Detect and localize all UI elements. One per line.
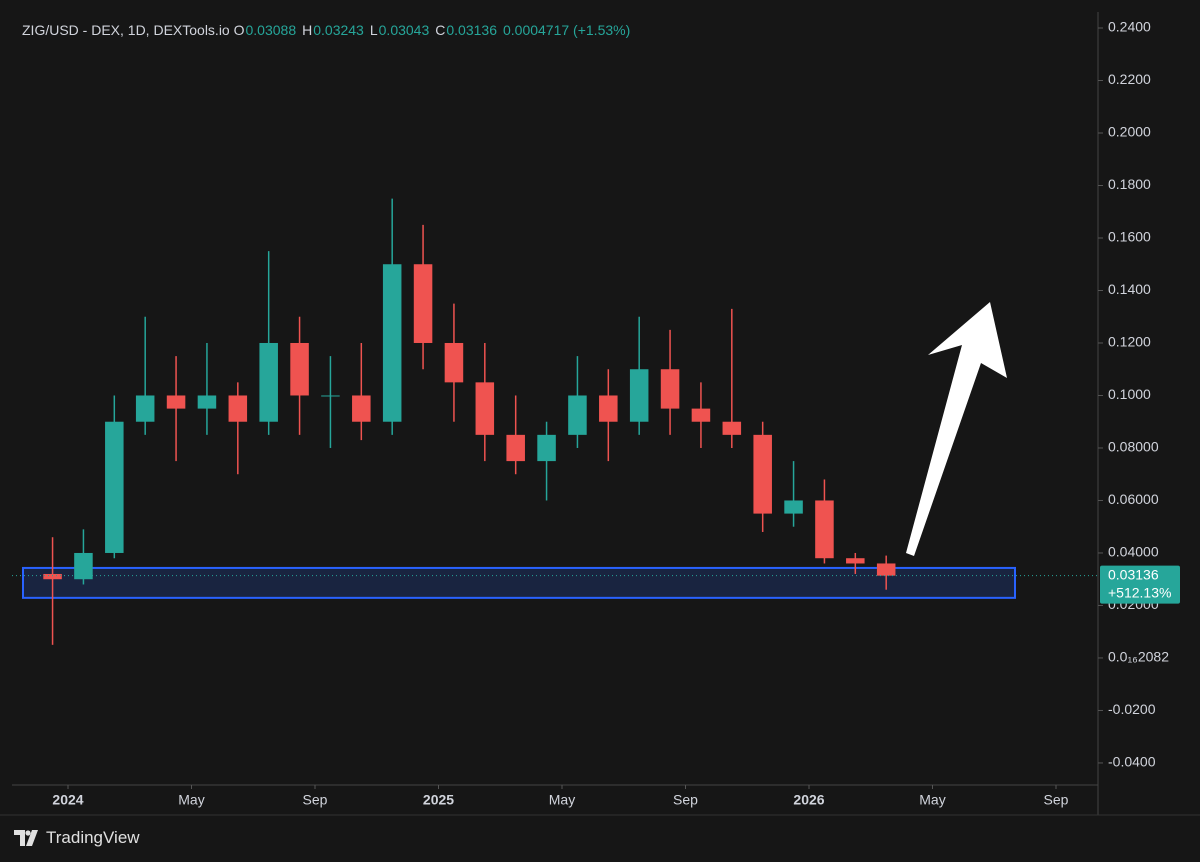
ohlc-value: 0.03043: [378, 22, 430, 38]
x-tick-label: May: [919, 792, 945, 808]
price-tag-change: +512.13%: [1108, 584, 1171, 600]
x-tick-label: May: [178, 792, 204, 808]
y-tick-label: 0.1600: [1108, 229, 1151, 245]
candle-body: [475, 382, 495, 435]
ohlc-key: H: [302, 22, 313, 38]
candle-body: [135, 395, 155, 422]
support-zone: [22, 566, 1016, 599]
ohlc-key: O: [233, 22, 245, 38]
y-tick-label: 0.2200: [1108, 71, 1151, 87]
ohlc-key: C: [435, 22, 446, 38]
candle-body: [629, 369, 649, 422]
candle-body: [321, 395, 340, 397]
ohlc-value: 0.03243: [313, 22, 364, 38]
x-tick-label: Sep: [1044, 792, 1069, 808]
y-tick-label: 0.2000: [1108, 124, 1151, 140]
arrow: [906, 302, 1007, 556]
candle-body: [74, 552, 93, 580]
candle-body: [568, 395, 587, 435]
candle-body: [722, 421, 742, 435]
y-tick-label: 0.0₁₆2082: [1108, 649, 1169, 665]
candle-body: [352, 395, 371, 422]
candle-body: [290, 342, 309, 396]
candle-body: [815, 500, 834, 559]
y-tick-label: 0.1400: [1108, 281, 1151, 297]
y-tick-label: 0.1800: [1108, 176, 1151, 192]
x-tick-label: 2025: [423, 792, 454, 808]
candle-body: [228, 395, 248, 422]
candle-body: [784, 500, 803, 514]
candle-body: [444, 342, 464, 383]
ohlc-value: 0.03088: [245, 22, 297, 38]
ohlc-value: 0.03136: [446, 22, 497, 38]
y-tick-label: 0.04000: [1108, 544, 1159, 560]
candle-body: [599, 395, 618, 422]
candle-body: [691, 408, 711, 422]
x-tick-label: 2024: [52, 792, 83, 808]
price-tag: [1100, 565, 1180, 604]
y-tick-label: -0.0200: [1108, 701, 1156, 717]
candle-body: [537, 434, 556, 462]
candle-body: [382, 264, 402, 422]
x-tick-label: Sep: [673, 792, 698, 808]
candle-body: [846, 558, 865, 564]
x-tick-label: Sep: [303, 792, 328, 808]
candle-body: [413, 264, 433, 343]
y-tick-label: 0.2400: [1108, 19, 1151, 35]
candle-body: [660, 369, 680, 409]
y-tick-label: 0.1000: [1108, 386, 1151, 402]
y-tick-label: -0.0400: [1108, 754, 1156, 770]
ohlc-key: L: [369, 22, 378, 38]
y-tick-label: 0.1200: [1108, 334, 1151, 350]
price-tag-label: 0.03136: [1108, 566, 1159, 582]
candle-body: [166, 395, 186, 409]
candle-body: [506, 434, 525, 462]
watermark: TradingView: [14, 828, 140, 848]
y-tick-label: 0.06000: [1108, 491, 1159, 507]
x-tick-label: 2026: [793, 792, 824, 808]
candle-body: [753, 434, 772, 514]
candle-body: [43, 573, 62, 580]
ohlc-change: 0.0004717 (+1.53%): [502, 22, 631, 38]
candle-body: [259, 342, 278, 422]
legend-header: ZIG/USD - DEX, 1D, DEXTools.io O0.03088 H…: [22, 22, 636, 38]
symbol: ZIG/USD - DEX, 1D, DEXTools.io: [22, 22, 230, 38]
y-tick-label: 0.08000: [1108, 439, 1159, 455]
candle-body: [876, 563, 896, 576]
brand: TradingView: [46, 828, 140, 847]
candle-body: [105, 421, 124, 553]
candle-body: [197, 395, 217, 409]
x-tick-label: May: [549, 792, 575, 808]
logo: [14, 830, 38, 846]
